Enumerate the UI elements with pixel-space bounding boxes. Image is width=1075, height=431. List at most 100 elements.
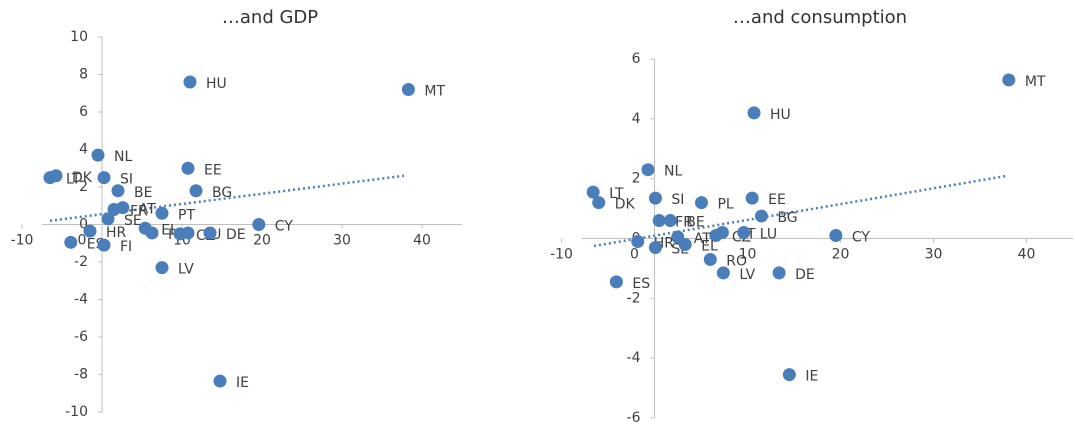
y-tick-label: -2	[74, 254, 88, 270]
point	[782, 368, 796, 382]
point-label: ES	[632, 276, 650, 292]
point-label: BE	[686, 215, 704, 231]
y-tick-label: -4	[627, 350, 641, 366]
point-label: PT	[178, 207, 195, 223]
point	[715, 226, 729, 240]
point	[1002, 73, 1016, 87]
point-label: MT	[1025, 74, 1046, 90]
x-tick-label: 40	[413, 233, 431, 249]
point	[145, 226, 159, 240]
point	[213, 374, 227, 388]
y-tick-label: -10	[65, 404, 88, 420]
point-label: NL	[664, 164, 682, 180]
x-tick-label: 30	[925, 247, 943, 263]
point	[203, 226, 217, 240]
chart-title: …and consumption	[733, 7, 907, 28]
point	[155, 206, 169, 220]
y-tick-label: 8	[79, 67, 88, 83]
point-label: HU	[206, 76, 227, 92]
x-tick-label: 20	[253, 233, 271, 249]
point-label: AT	[694, 231, 711, 247]
y-tick-label: 2	[632, 171, 641, 187]
point	[183, 75, 197, 89]
chart-title: …and GDP	[222, 7, 318, 28]
point-label: CY	[852, 230, 871, 246]
point	[641, 163, 655, 177]
point	[181, 161, 195, 175]
point-label: LT	[66, 172, 81, 188]
point-label: FR	[130, 204, 148, 220]
point-label: EL	[701, 238, 718, 254]
x-tick-label: 20	[832, 247, 850, 263]
point-label: DK	[72, 170, 93, 186]
y-tick-label: 2	[79, 179, 88, 195]
point-label: HR	[106, 225, 127, 241]
point-label: SI	[120, 172, 133, 188]
point-label: DE	[795, 267, 815, 283]
point-label: LU	[760, 227, 777, 243]
point-label: IE	[805, 369, 818, 385]
x-tick-label: 30	[333, 233, 351, 249]
point	[609, 275, 623, 289]
point-label: NL	[114, 149, 132, 165]
point-label: CY	[275, 219, 294, 235]
point	[91, 148, 105, 162]
y-tick-label: 0	[79, 217, 88, 233]
point-label: AT	[139, 202, 156, 218]
point	[663, 214, 677, 228]
point	[829, 229, 843, 243]
point	[745, 191, 759, 205]
point	[648, 240, 662, 254]
point-label: DE	[226, 227, 246, 243]
y-tick-label: 4	[632, 111, 641, 127]
point	[648, 191, 662, 205]
y-tick-label: -4	[74, 292, 88, 308]
point	[101, 212, 115, 226]
point-label: LV	[178, 262, 194, 278]
point-label: EE	[768, 192, 786, 208]
point-label: FI	[120, 239, 132, 255]
point	[189, 184, 203, 198]
point	[678, 237, 692, 251]
point-label: PL	[717, 197, 733, 213]
point	[772, 266, 786, 280]
point	[107, 203, 121, 216]
point	[592, 196, 606, 210]
point-label: BG	[212, 185, 232, 201]
point-label: SE	[124, 213, 142, 229]
point	[64, 235, 78, 249]
x-tick-label: -10	[550, 247, 573, 263]
point	[401, 83, 415, 96]
point-label: LT	[609, 186, 624, 202]
point	[252, 218, 266, 231]
point	[737, 226, 751, 240]
y-tick-label: 6	[79, 104, 88, 120]
point-label: FR	[675, 215, 693, 231]
point	[49, 169, 63, 183]
point	[83, 224, 97, 238]
point-label: SI	[671, 192, 684, 208]
point-label: EE	[204, 162, 222, 178]
y-tick-label: 10	[70, 29, 88, 45]
point	[694, 196, 708, 210]
y-tick-label: 4	[79, 142, 88, 158]
point-label: BE	[134, 185, 152, 201]
point	[155, 261, 169, 275]
point	[703, 252, 717, 266]
point	[181, 226, 195, 240]
point-label: BG	[777, 210, 797, 226]
point-label: RO	[726, 253, 747, 269]
point	[631, 234, 645, 248]
x-tick-label: 40	[1018, 247, 1036, 263]
point-label: DK	[615, 197, 636, 213]
point-label: IE	[236, 375, 249, 391]
point	[111, 184, 125, 198]
x-tick-label: 0	[78, 233, 87, 249]
x-tick-label: 0	[630, 247, 639, 263]
y-tick-label: -6	[74, 329, 88, 345]
point-label: HU	[770, 107, 791, 123]
point-label: LV	[739, 267, 755, 283]
x-tick-label: -10	[11, 233, 34, 249]
point	[652, 214, 666, 228]
